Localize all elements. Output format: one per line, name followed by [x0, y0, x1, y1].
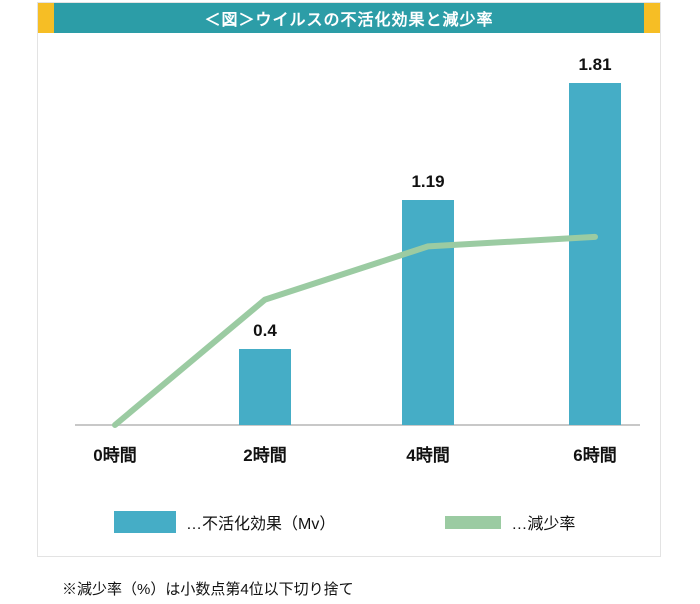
legend: …不活化効果（Mv） …減少率: [38, 488, 660, 556]
footnote: ※減少率（%）は小数点第4位以下切り捨て: [62, 581, 354, 598]
bar-legend-swatch: [114, 511, 176, 533]
title-accent-right: [644, 3, 660, 33]
chart-title: ＜図＞ウイルスの不活化効果と減少率: [204, 12, 494, 29]
legend-item-bars: …不活化効果（Mv）: [114, 510, 335, 534]
bar-6時間: [569, 83, 621, 425]
legend-item-line: …減少率: [445, 510, 575, 534]
reduction-rate-line-chart: [112, 233, 598, 428]
bar-2時間: [239, 349, 291, 425]
x-axis-label: 0時間: [93, 446, 137, 465]
x-axis-label: 4時間: [406, 446, 450, 465]
chart-plot-area: 0時間 0.4 2時間 1.19 4時間 1.81 6時間: [38, 33, 660, 488]
legend-label-bars: …不活化効果（Mv）: [186, 516, 336, 533]
legend-label-line: …減少率: [511, 516, 576, 533]
reduction-rate-line: [112, 233, 598, 428]
bar-value-label: 1.81: [578, 55, 612, 74]
x-axis-label: 2時間: [243, 446, 287, 465]
x-axis-label: 6時間: [573, 446, 617, 465]
chart-title-banner: ＜図＞ウイルスの不活化効果と減少率: [38, 3, 660, 33]
chart-card: ＜図＞ウイルスの不活化効果と減少率 0時間 0.4 2時間 1.19 4時間 1.81 6時…: [37, 2, 661, 557]
bar-value-label: 0.4: [253, 321, 277, 340]
title-accent-left: [38, 3, 54, 33]
line-legend-swatch: [445, 515, 502, 529]
bar-value-label: 1.19: [411, 172, 445, 191]
bar-4時間: [402, 200, 454, 425]
x-axis-line: [75, 424, 640, 426]
